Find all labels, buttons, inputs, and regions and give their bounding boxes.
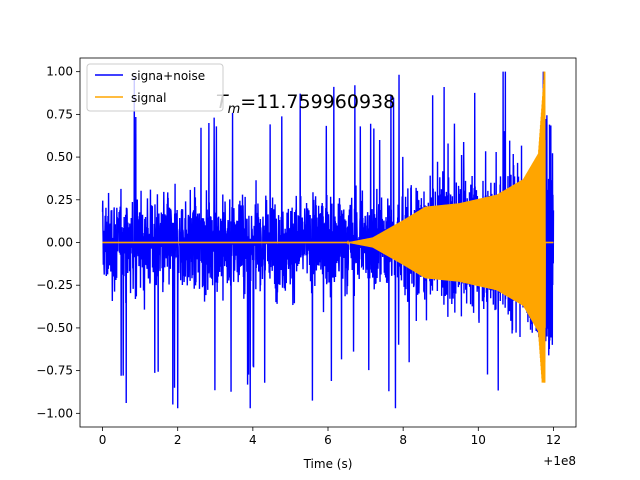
y-tick-label: 0.25: [46, 193, 73, 207]
legend: signa+noise signal: [86, 63, 224, 112]
x-tick-label: 4: [249, 433, 257, 447]
x-axis: 0 2 4 6 8 10 12: [99, 427, 561, 447]
x-tick-label: 10: [471, 433, 486, 447]
legend-label-signal: signal: [131, 91, 167, 105]
y-tick-label: 0.00: [46, 236, 73, 250]
y-tick-label: −0.75: [36, 364, 73, 378]
x-tick-label: 12: [546, 433, 561, 447]
y-tick-label: 0.75: [46, 107, 73, 121]
y-tick-label: −0.25: [36, 278, 73, 292]
y-tick-label: −0.50: [36, 321, 73, 335]
x-tick-label: 6: [324, 433, 332, 447]
legend-label-signal-noise: signa+noise: [131, 69, 205, 83]
y-tick-label: 1.00: [46, 65, 73, 79]
y-tick-label: −1.00: [36, 406, 73, 420]
x-tick-label: 0: [99, 433, 107, 447]
x-tick-label: 8: [399, 433, 407, 447]
tm-annotation-value: =11.759960938: [240, 91, 395, 113]
y-tick-label: 0.50: [46, 150, 73, 164]
tm-annotation-subscript: m: [228, 102, 241, 117]
y-axis: 1.00 0.75 0.50 0.25 0.00 −0.25 −0.50 −0.75 −1.00: [36, 65, 80, 420]
series-layer: [101, 71, 555, 409]
x-offset-label: +1e8: [543, 454, 576, 468]
x-tick-label: 2: [174, 433, 182, 447]
x-axis-label: Time (s): [303, 457, 353, 471]
